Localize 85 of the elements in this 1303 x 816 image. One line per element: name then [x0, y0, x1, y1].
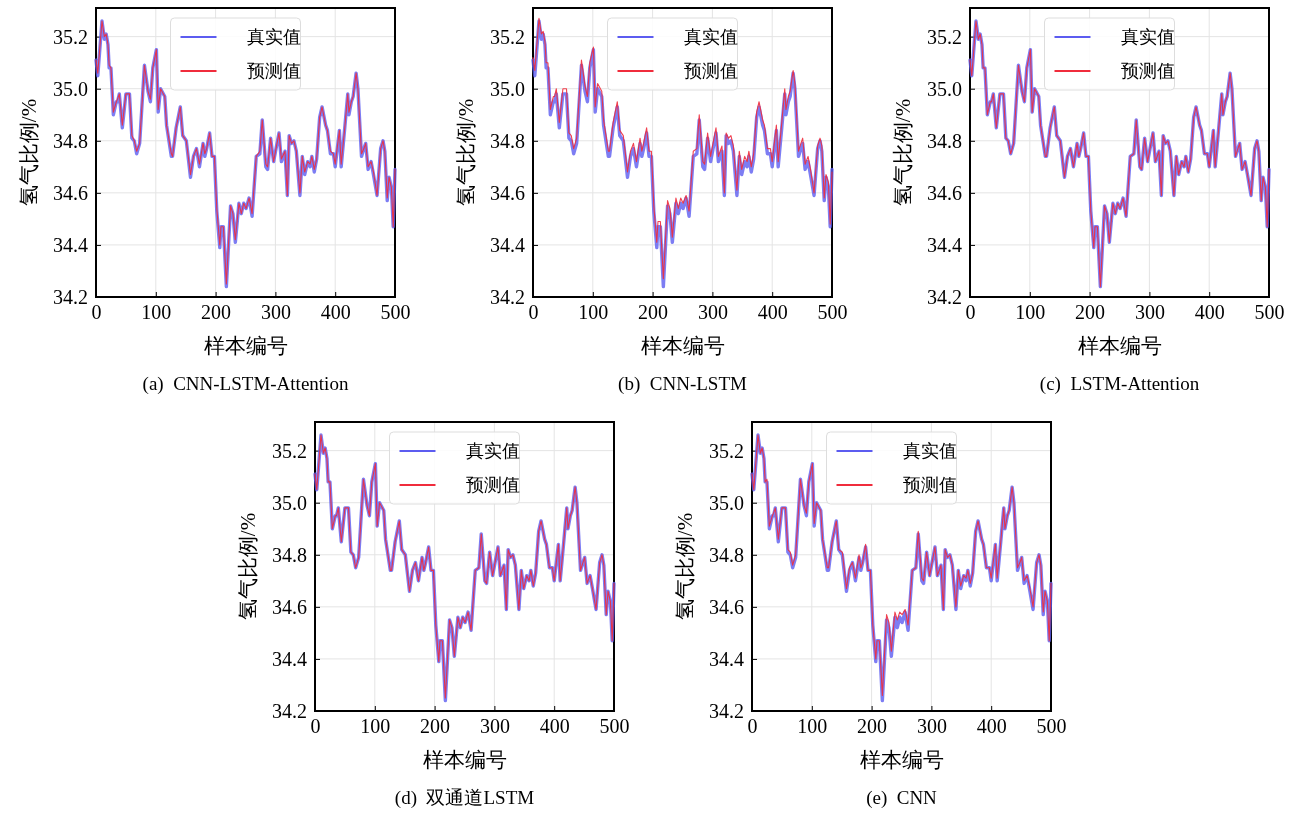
- x-tick-label: 500: [1254, 301, 1285, 324]
- y-tick-label: 35.2: [53, 25, 88, 48]
- x-tick-label: 0: [310, 715, 321, 738]
- text: (a) CNN-LSTM-Attention: [142, 373, 349, 395]
- y-axis-title: 氢气比例/%: [454, 98, 478, 207]
- y-tick-label: 35.2: [272, 439, 307, 462]
- y-tick-label: 34.4: [709, 647, 744, 670]
- x-tick-label: 400: [539, 715, 570, 738]
- x-axis-title: 样本编号: [1077, 334, 1162, 358]
- legend-label: 预测值: [246, 61, 301, 81]
- y-tick-label: 35.2: [490, 25, 525, 48]
- y-tick-label: 35.0: [53, 77, 88, 100]
- x-tick-label: 200: [1075, 301, 1106, 324]
- x-tick-label: 400: [1194, 301, 1225, 324]
- x-tick-label: 0: [965, 301, 976, 324]
- x-tick-label: 400: [976, 715, 1007, 738]
- x-tick-label: 200: [857, 715, 888, 738]
- y-axis-title: 氢气比例/%: [236, 512, 260, 621]
- x-tick-label: 300: [479, 715, 510, 738]
- x-tick-label: 100: [1015, 301, 1046, 324]
- y-tick-label: 34.8: [53, 129, 88, 152]
- y-tick-label: 34.2: [272, 699, 307, 722]
- x-tick-label: 300: [1134, 301, 1165, 324]
- y-tick-label: 34.6: [927, 181, 962, 204]
- y-tick-label: 34.6: [53, 181, 88, 204]
- x-tick-label: 500: [599, 715, 630, 738]
- x-tick-label: 200: [420, 715, 451, 738]
- x-tick-label: 0: [528, 301, 539, 324]
- y-tick-label: 35.0: [490, 77, 525, 100]
- x-tick-label: 200: [201, 301, 232, 324]
- y-tick-label: 34.2: [490, 285, 525, 308]
- legend-label: 真实值: [902, 441, 957, 461]
- y-tick-label: 34.2: [709, 699, 744, 722]
- x-tick-label: 400: [320, 301, 351, 324]
- legend-label: 真实值: [246, 27, 301, 47]
- x-axis-title: 样本编号: [422, 748, 507, 772]
- y-tick-label: 35.0: [709, 491, 744, 514]
- y-tick-label: 35.2: [709, 439, 744, 462]
- y-axis-title: 氢气比例/%: [891, 98, 915, 207]
- y-tick-label: 34.8: [272, 543, 307, 566]
- x-tick-label: 0: [747, 715, 758, 738]
- x-tick-label: 300: [697, 301, 728, 324]
- legend-label: 真实值: [1120, 27, 1175, 47]
- x-axis-title: 样本编号: [859, 748, 944, 772]
- x-tick-label: 500: [380, 301, 411, 324]
- x-tick-label: 500: [817, 301, 848, 324]
- text: (d) 双通道LSTM: [394, 787, 535, 809]
- text: (e) CNN: [866, 787, 938, 809]
- x-tick-label: 200: [638, 301, 669, 324]
- y-tick-label: 34.6: [272, 595, 307, 618]
- y-tick-label: 35.0: [272, 491, 307, 514]
- x-axis-title: 样本编号: [640, 334, 725, 358]
- y-tick-label: 34.4: [272, 647, 307, 670]
- y-tick-label: 35.2: [927, 25, 962, 48]
- text: (b) CNN-LSTM: [618, 373, 747, 395]
- y-tick-label: 34.4: [490, 233, 525, 256]
- legend-label: 预测值: [902, 475, 957, 495]
- y-axis-title: 氢气比例/%: [17, 98, 41, 207]
- y-tick-label: 35.0: [927, 77, 962, 100]
- x-tick-label: 0: [91, 301, 102, 324]
- x-tick-label: 100: [360, 715, 391, 738]
- legend-label: 预测值: [465, 475, 520, 495]
- x-tick-label: 300: [260, 301, 291, 324]
- y-tick-label: 34.8: [709, 543, 744, 566]
- legend-label: 真实值: [465, 441, 520, 461]
- y-tick-label: 34.4: [927, 233, 962, 256]
- y-tick-label: 34.6: [490, 181, 525, 204]
- y-tick-label: 34.8: [927, 129, 962, 152]
- x-tick-label: 400: [757, 301, 788, 324]
- x-axis-title: 样本编号: [203, 334, 288, 358]
- x-tick-label: 500: [1036, 715, 1067, 738]
- y-tick-label: 34.6: [709, 595, 744, 618]
- y-tick-label: 34.2: [927, 285, 962, 308]
- legend-label: 真实值: [683, 27, 738, 47]
- x-tick-label: 300: [916, 715, 947, 738]
- text: (c) LSTM-Attention: [1039, 373, 1200, 395]
- legend-label: 预测值: [1120, 61, 1175, 81]
- y-tick-label: 34.8: [490, 129, 525, 152]
- y-tick-label: 34.4: [53, 233, 88, 256]
- x-tick-label: 100: [578, 301, 609, 324]
- x-tick-label: 100: [797, 715, 828, 738]
- legend-label: 预测值: [683, 61, 738, 81]
- y-axis-title: 氢气比例/%: [673, 512, 697, 621]
- y-tick-label: 34.2: [53, 285, 88, 308]
- x-tick-label: 100: [141, 301, 172, 324]
